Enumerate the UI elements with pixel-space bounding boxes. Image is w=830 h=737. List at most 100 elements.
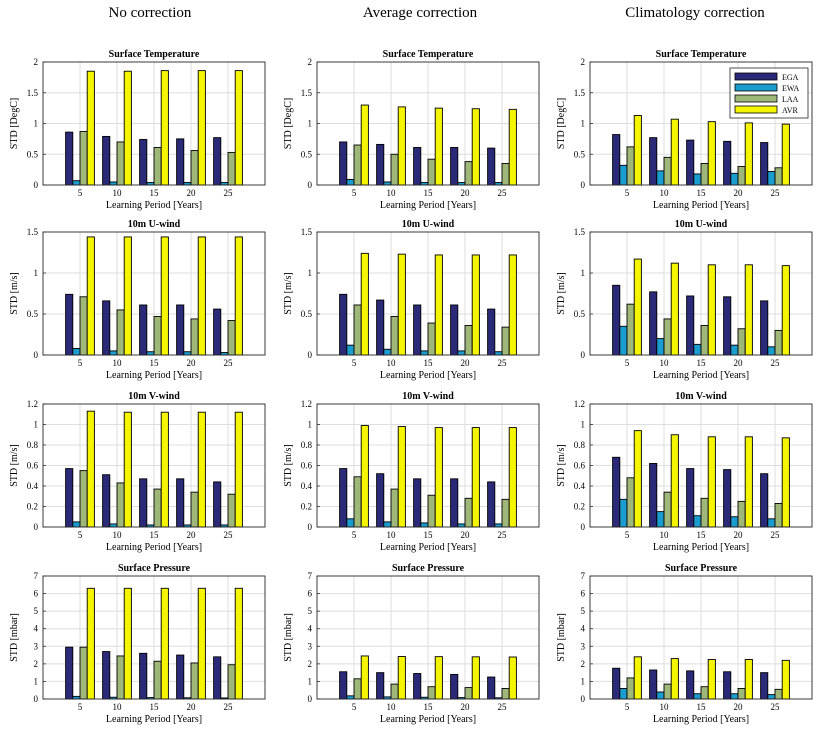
bar-avr bbox=[123, 587, 132, 700]
x-tick-label: 10 bbox=[387, 702, 397, 712]
y-tick-label: 0.5 bbox=[301, 309, 313, 319]
legend-label-avr: AVR bbox=[782, 106, 799, 115]
bar-avr bbox=[197, 587, 206, 700]
bar-ewa bbox=[730, 516, 739, 528]
bar-ewa bbox=[693, 173, 702, 186]
x-tick-label: 10 bbox=[660, 530, 670, 540]
x-tick-label: 5 bbox=[352, 530, 357, 540]
bar-ega bbox=[723, 671, 732, 700]
y-tick-label: 7 bbox=[34, 571, 39, 581]
y-tick-label: 2 bbox=[34, 57, 39, 67]
bar-laa bbox=[190, 662, 199, 700]
chart-title: 10m U-wind bbox=[128, 219, 181, 230]
x-tick-label: 20 bbox=[461, 188, 471, 198]
bar-ega bbox=[376, 299, 385, 356]
bar-ega bbox=[760, 473, 769, 528]
axes-box bbox=[589, 61, 813, 186]
y-tick-label: 0.5 bbox=[27, 149, 39, 159]
bar-avr bbox=[508, 656, 517, 700]
bar-ega bbox=[686, 139, 695, 186]
bar-avr bbox=[86, 587, 95, 700]
bar-avr bbox=[670, 658, 679, 700]
bar-avr bbox=[160, 411, 169, 528]
bar-ega bbox=[339, 671, 348, 700]
y-tick-label: 1 bbox=[581, 268, 586, 278]
x-axis-label: Learning Period [Years] bbox=[380, 714, 476, 725]
x-tick-label: 5 bbox=[625, 188, 630, 198]
bar-laa bbox=[427, 322, 436, 356]
bar-avr bbox=[397, 253, 406, 356]
bar-avr bbox=[744, 659, 753, 700]
bar-ewa bbox=[494, 523, 503, 528]
bar-ewa bbox=[420, 522, 429, 528]
bar-avr bbox=[471, 254, 480, 356]
chart-ac-p: 0 1 2 3 4 5 6 7 5 10 15 20 25 Surface Pressure Learnin… bbox=[283, 563, 540, 725]
chart-title: Surface Pressure bbox=[118, 563, 191, 574]
bar-ega bbox=[413, 147, 422, 186]
bar-ewa bbox=[619, 688, 628, 700]
bar-laa bbox=[153, 488, 162, 528]
x-tick-label: 5 bbox=[352, 358, 357, 368]
y-tick-label: 1.2 bbox=[574, 399, 585, 409]
x-tick-label: 10 bbox=[387, 358, 397, 368]
y-tick-label: 6 bbox=[34, 589, 39, 599]
bar-avr bbox=[397, 426, 406, 528]
bar-laa bbox=[737, 328, 746, 356]
y-axis-label: STD [mbar] bbox=[556, 613, 567, 662]
y-tick-label: 0.5 bbox=[574, 309, 586, 319]
bar-laa bbox=[700, 163, 709, 186]
bar-ega bbox=[612, 134, 621, 186]
bar-avr bbox=[234, 70, 243, 186]
y-tick-label: 6 bbox=[308, 589, 313, 599]
bar-ega bbox=[649, 463, 658, 528]
y-tick-label: 4 bbox=[34, 624, 39, 634]
y-tick-label: 5 bbox=[308, 606, 313, 616]
bar-laa bbox=[737, 500, 746, 528]
x-tick-label: 5 bbox=[78, 188, 83, 198]
bar-avr bbox=[434, 107, 443, 186]
y-tick-label: 0.6 bbox=[574, 461, 586, 471]
x-axis-label: Learning Period [Years] bbox=[653, 542, 749, 553]
bar-ewa bbox=[656, 691, 665, 700]
bar-ewa bbox=[730, 344, 739, 356]
x-axis-label: Learning Period [Years] bbox=[106, 714, 202, 725]
bar-laa bbox=[116, 655, 125, 700]
y-tick-label: 5 bbox=[34, 606, 39, 616]
bar-ega bbox=[102, 651, 111, 700]
bar-laa bbox=[663, 491, 672, 528]
bar-ewa bbox=[109, 350, 118, 356]
x-axis-label: Learning Period [Years] bbox=[653, 200, 749, 211]
bar-ewa bbox=[383, 348, 392, 356]
axes-box bbox=[42, 61, 266, 186]
y-tick-label: 1 bbox=[34, 420, 39, 430]
bar-laa bbox=[116, 309, 125, 356]
bar-ewa bbox=[656, 170, 665, 186]
chart-title: 10m V-wind bbox=[675, 391, 727, 402]
y-tick-label: 1 bbox=[34, 676, 39, 686]
x-tick-label: 25 bbox=[498, 530, 508, 540]
y-tick-label: 3 bbox=[34, 641, 39, 651]
y-tick-label: 1 bbox=[308, 420, 313, 430]
y-tick-label: 0.4 bbox=[301, 481, 313, 491]
y-axis-label: STD [DegC] bbox=[283, 98, 294, 149]
bar-laa bbox=[227, 151, 236, 186]
x-axis-label: Learning Period [Years] bbox=[653, 714, 749, 725]
bar-ega bbox=[413, 673, 422, 700]
bar-laa bbox=[190, 318, 199, 356]
bar-ewa bbox=[767, 518, 776, 528]
x-tick-label: 5 bbox=[352, 188, 357, 198]
x-tick-label: 20 bbox=[461, 358, 471, 368]
bar-ewa bbox=[146, 351, 155, 356]
y-tick-label: 0.6 bbox=[27, 461, 39, 471]
bar-ewa bbox=[730, 172, 739, 186]
chart-nc-u: 0 0.5 1 1.5 5 10 15 20 25 10m U-wind Learning Peri… bbox=[9, 219, 266, 381]
bar-laa bbox=[626, 477, 635, 528]
x-tick-label: 5 bbox=[78, 358, 83, 368]
bar-laa bbox=[227, 320, 236, 356]
x-axis-label: Learning Period [Years] bbox=[380, 370, 476, 381]
bar-laa bbox=[464, 497, 473, 528]
y-tick-label: 0 bbox=[34, 350, 39, 360]
bar-avr bbox=[670, 262, 679, 356]
bar-laa bbox=[700, 325, 709, 356]
